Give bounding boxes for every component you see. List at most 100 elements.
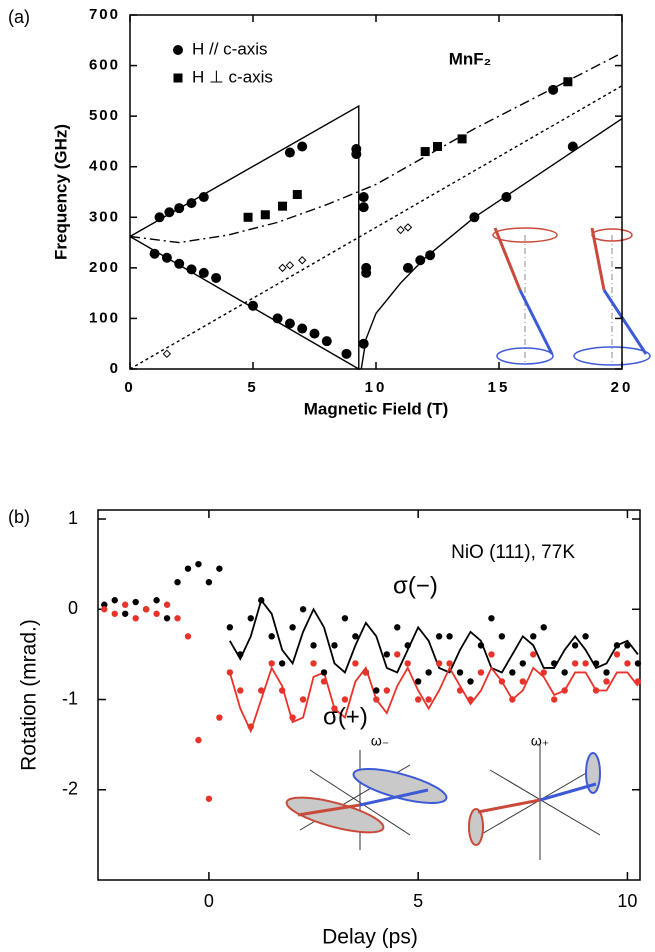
data-point xyxy=(186,264,197,275)
spin-inset-b xyxy=(285,745,601,860)
data-point xyxy=(561,687,568,694)
annotation: MnF₂ xyxy=(449,49,491,68)
data-point xyxy=(404,660,411,667)
data-point xyxy=(292,190,302,200)
data-point xyxy=(563,77,573,87)
data-point xyxy=(394,624,401,631)
data-point xyxy=(297,323,308,334)
data-point xyxy=(469,212,480,223)
inset-label: ω₋ xyxy=(371,733,389,749)
y-axis-label: Frequency (GHz) xyxy=(51,124,70,260)
data-point xyxy=(457,134,467,144)
data-point xyxy=(456,669,464,676)
data-point xyxy=(433,141,442,151)
data-point xyxy=(321,336,332,347)
data-point xyxy=(613,642,621,649)
data-point xyxy=(351,149,362,160)
data-point xyxy=(299,696,307,703)
x-tick-label: 15 xyxy=(488,379,511,396)
data-point xyxy=(383,651,390,658)
data-point xyxy=(603,678,610,685)
data-point xyxy=(501,192,512,203)
y-axis-label: Rotation (mrad.) xyxy=(18,619,41,771)
legend-marker xyxy=(173,73,183,83)
data-point xyxy=(216,565,223,572)
data-point xyxy=(498,678,506,685)
data-point xyxy=(519,660,527,667)
data-point xyxy=(624,642,631,649)
data-point xyxy=(498,633,506,640)
data-point xyxy=(272,313,283,324)
x-axis-label: Delay (ps) xyxy=(322,926,418,949)
data-point xyxy=(268,633,275,640)
data-point xyxy=(624,660,631,667)
data-point xyxy=(634,660,642,667)
legend-marker xyxy=(173,45,183,55)
data-point xyxy=(561,669,568,676)
data-point xyxy=(414,678,422,685)
data-point xyxy=(341,696,349,703)
data-point xyxy=(310,660,317,667)
data-point xyxy=(174,258,185,269)
data-point xyxy=(162,349,172,359)
y-tick-label: 600 xyxy=(89,57,120,74)
data-point xyxy=(297,256,307,265)
x-tick-label: 0 xyxy=(124,379,135,396)
data-point xyxy=(205,795,213,802)
data-point xyxy=(613,651,621,658)
data-point xyxy=(548,84,559,95)
legend-label: H ⊥ c-axis xyxy=(192,67,273,86)
data-point xyxy=(509,696,516,703)
data-point xyxy=(582,633,589,640)
data-point xyxy=(195,736,202,744)
fit-line xyxy=(129,104,360,371)
data-point xyxy=(198,192,209,203)
data-point xyxy=(111,610,118,617)
data-point xyxy=(101,601,108,608)
data-point xyxy=(216,714,223,721)
data-point xyxy=(567,141,578,152)
data-point xyxy=(420,147,430,157)
data-point xyxy=(164,207,175,218)
data-point xyxy=(383,687,390,694)
data-point xyxy=(149,248,160,259)
data-point xyxy=(435,660,443,667)
data-point xyxy=(299,606,307,613)
data-point xyxy=(297,141,308,152)
data-point xyxy=(320,678,328,685)
legend-label: H // c-axis xyxy=(192,39,268,58)
data-point xyxy=(237,687,244,694)
data-point xyxy=(435,633,443,640)
x-tick-label: 5 xyxy=(247,379,258,396)
y-tick-label: 200 xyxy=(89,259,120,276)
data-point xyxy=(373,687,380,694)
panel-label: (a) xyxy=(8,7,30,27)
data-point xyxy=(551,660,558,667)
data-point xyxy=(243,212,253,222)
x-tick-label: 10 xyxy=(617,891,637,911)
data-point xyxy=(122,610,129,617)
data-point xyxy=(603,669,610,676)
data-point xyxy=(456,687,464,694)
data-point xyxy=(142,606,150,613)
data-point xyxy=(132,615,139,622)
data-point xyxy=(361,267,372,278)
fit-line xyxy=(228,665,639,734)
spin-inset-a xyxy=(492,227,651,366)
data-point xyxy=(289,624,296,631)
data-point xyxy=(205,578,213,586)
data-point xyxy=(530,651,537,658)
data-point xyxy=(101,606,108,613)
data-point xyxy=(211,272,222,283)
data-point xyxy=(467,696,474,703)
y-tick-label: 0 xyxy=(110,360,120,377)
data-point xyxy=(289,714,296,721)
data-point xyxy=(122,601,129,608)
data-point xyxy=(174,615,181,622)
data-point xyxy=(258,687,265,694)
data-point xyxy=(163,615,171,622)
data-point xyxy=(310,642,317,649)
fit-line xyxy=(229,598,639,674)
y-tick-label: 500 xyxy=(89,107,120,124)
data-point xyxy=(551,696,558,703)
